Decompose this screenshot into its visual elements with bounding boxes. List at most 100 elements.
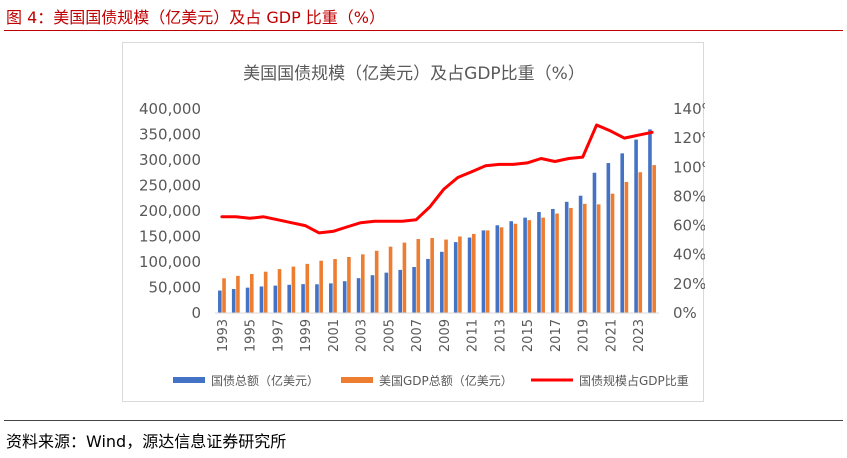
x-tick-label: 2011 xyxy=(466,319,481,352)
y-tick-label: 350,000 xyxy=(139,126,201,144)
y2-tick-label: 120% xyxy=(673,129,705,147)
y-tick-label: 200,000 xyxy=(139,202,201,220)
bar-gdp xyxy=(416,239,421,313)
bar-gdp xyxy=(624,181,629,313)
chart-title: 美国国债规模（亿美元）及占GDP比重（%） xyxy=(243,64,585,84)
bar-national-debt xyxy=(578,195,583,313)
chart-frame: 美国国债规模（亿美元）及占GDP比重（%） 0 50,000 100,000 150,… xyxy=(122,42,705,402)
bar-national-debt xyxy=(398,269,403,313)
bar-gdp xyxy=(360,254,365,313)
bar-national-debt xyxy=(564,201,569,313)
bar-gdp xyxy=(319,260,323,313)
bar-national-debt xyxy=(342,281,347,313)
bar-national-debt xyxy=(412,266,416,313)
bar-national-debt xyxy=(537,212,541,313)
y-tick-label: 50,000 xyxy=(149,279,202,297)
bar-gdp xyxy=(430,238,434,313)
y2-tick-label: 40% xyxy=(673,246,705,264)
x-tick-label: 1997 xyxy=(271,319,286,352)
bar-gdp xyxy=(374,250,379,313)
bar-national-debt xyxy=(287,284,292,313)
x-tick-label: 2007 xyxy=(410,319,425,352)
bar-gdp xyxy=(499,227,504,313)
bar-national-debt xyxy=(453,242,458,313)
x-tick-label: 2015 xyxy=(521,319,536,352)
bar-national-debt xyxy=(523,217,527,313)
title-divider xyxy=(4,30,843,31)
y2-tick-label: 140% xyxy=(673,100,705,118)
bar-national-debt xyxy=(231,289,236,313)
bar-gdp xyxy=(444,239,448,313)
legend-swatch xyxy=(341,377,373,383)
figure-title: 图 4：美国国债规模（亿美元）及占 GDP 比重（%） xyxy=(6,8,386,27)
x-tick-label: 2003 xyxy=(355,319,370,352)
x-tick-label: 1999 xyxy=(299,319,314,352)
y-tick-label: 400,000 xyxy=(139,100,201,118)
bar-national-debt xyxy=(356,278,361,313)
bar-national-debt xyxy=(620,153,625,313)
bar-gdp xyxy=(610,193,615,313)
bar-national-debt xyxy=(301,284,305,313)
bar-national-debt xyxy=(259,286,264,313)
bar-gdp xyxy=(347,257,351,313)
bar-gdp xyxy=(541,217,545,313)
bar-gdp xyxy=(485,230,490,313)
y2-tick-label: 80% xyxy=(673,187,705,205)
bar-gdp xyxy=(596,204,601,313)
y-tick-label: 100,000 xyxy=(139,253,201,271)
x-tick-label: 1995 xyxy=(244,319,259,352)
y-tick-label: 150,000 xyxy=(139,228,201,246)
bar-gdp xyxy=(513,223,518,313)
bar-gdp xyxy=(277,269,282,313)
x-tick-label: 1993 xyxy=(216,319,231,352)
bar-gdp xyxy=(638,172,643,313)
bar-gdp xyxy=(652,165,656,313)
bar-national-debt xyxy=(384,272,389,313)
bar-national-debt xyxy=(315,284,319,313)
x-tick-label: 2019 xyxy=(577,319,592,352)
legend-label: 美国GDP总额（亿美元） xyxy=(379,373,513,388)
bar-national-debt xyxy=(426,258,430,313)
line-debt-gdp-ratio xyxy=(220,123,654,235)
bar-national-debt xyxy=(648,129,652,313)
bar-national-debt xyxy=(245,287,250,313)
legend-swatch xyxy=(173,377,205,383)
bar-national-debt xyxy=(273,285,278,313)
bar-gdp xyxy=(402,242,407,313)
source-note: 资料来源：Wind，源达信息证券研究所 xyxy=(6,432,287,451)
bar-national-debt xyxy=(592,172,597,313)
bar-gdp xyxy=(291,266,296,313)
bar-national-debt xyxy=(329,283,333,313)
bar-gdp xyxy=(333,259,337,313)
x-tick-label: 2001 xyxy=(327,319,342,352)
bar-national-debt xyxy=(606,163,611,313)
x-tick-label: 2009 xyxy=(438,319,453,352)
y2-tick-label: 60% xyxy=(673,217,705,235)
bar-national-debt xyxy=(495,225,500,313)
bar-national-debt xyxy=(440,251,444,313)
bar-national-debt xyxy=(370,275,375,313)
legend-label: 国债总额（亿美元） xyxy=(211,373,319,388)
bar-gdp xyxy=(388,246,393,313)
bar-gdp xyxy=(458,236,462,313)
bar-national-debt xyxy=(551,208,555,313)
bar-gdp xyxy=(582,203,587,313)
bar-gdp xyxy=(236,275,240,313)
x-tick-label: 2023 xyxy=(632,319,647,352)
x-tick-label: 2021 xyxy=(604,319,619,352)
bar-national-debt xyxy=(509,221,514,313)
y-tick-label: 250,000 xyxy=(139,177,201,195)
chart-svg: 美国国债规模（亿美元）及占GDP比重（%） 0 50,000 100,000 150,… xyxy=(139,64,705,388)
bar-national-debt xyxy=(467,237,472,313)
bar-national-debt xyxy=(634,139,638,313)
y-tick-label: 300,000 xyxy=(139,151,201,169)
bar-gdp xyxy=(569,207,573,313)
bar-gdp xyxy=(305,263,310,313)
x-tick-label: 2017 xyxy=(549,319,564,352)
bar-national-debt xyxy=(481,230,486,313)
bar-gdp xyxy=(527,220,532,313)
bar-national-debt xyxy=(218,290,222,313)
source-divider xyxy=(4,420,843,421)
bar-gdp xyxy=(249,274,254,313)
x-tick-label: 2013 xyxy=(493,319,508,352)
